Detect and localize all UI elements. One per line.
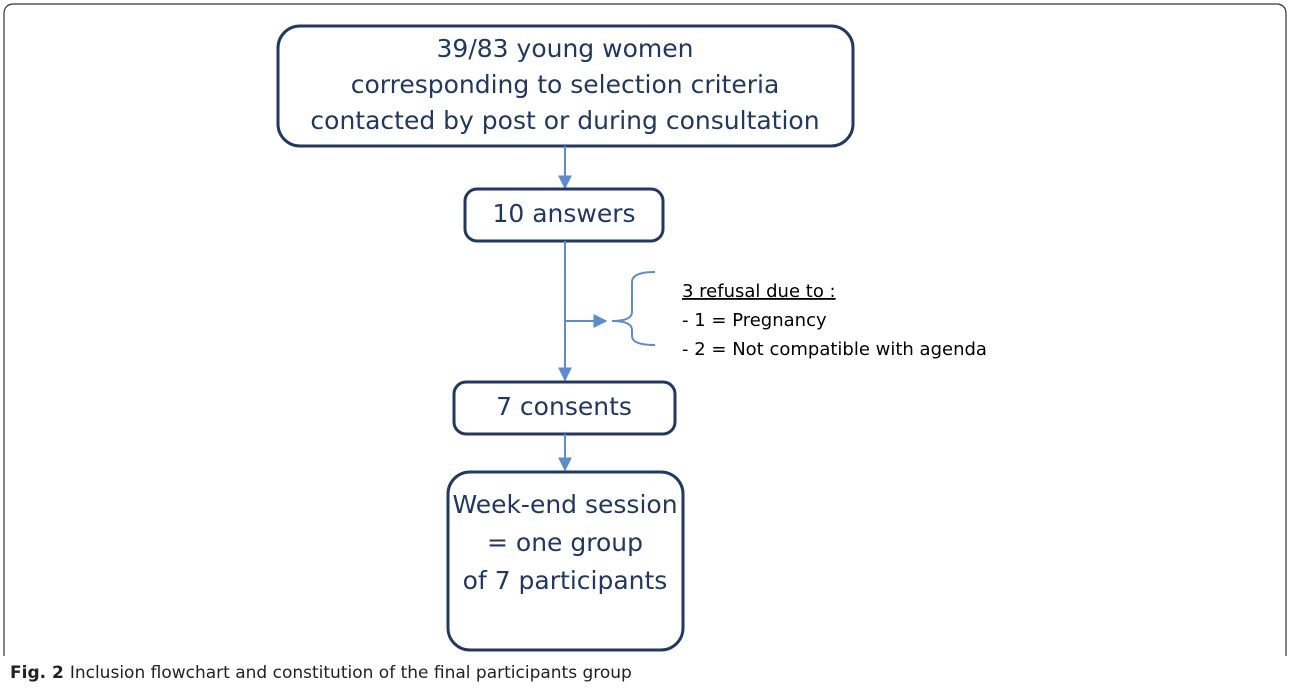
node-text: 39/83 young women [437, 34, 694, 63]
note-item: - 2 = Not compatible with agenda [682, 339, 987, 360]
caption-text: Inclusion flowchart and constitution of … [70, 663, 632, 683]
node-text: 10 answers [492, 199, 635, 228]
node-text: of 7 participants [463, 566, 668, 595]
node: 39/83 young women corresponding to selec… [276, 24, 855, 148]
node-text: corresponding to selection criteria [351, 70, 780, 99]
caption-label: Fig. 2 [10, 663, 64, 683]
node: Week-end session = one group of 7 partic… [446, 470, 685, 652]
figure-frame [3, 3, 1287, 656]
node-box [446, 470, 685, 652]
node-text: = one group [487, 528, 643, 557]
node-text: contacted by post or during consultation [310, 106, 819, 135]
note-title: 3 refusal due to : [682, 281, 836, 302]
node-text: Week-end session [452, 490, 677, 519]
node: 10 answers [463, 187, 665, 243]
brace [611, 271, 656, 346]
caption: Fig. 2 Inclusion flowchart and constituti… [10, 663, 632, 683]
node: 7 consents [452, 380, 677, 436]
note-item: - 1 = Pregnancy [682, 310, 827, 331]
node-text: 7 consents [496, 392, 632, 421]
